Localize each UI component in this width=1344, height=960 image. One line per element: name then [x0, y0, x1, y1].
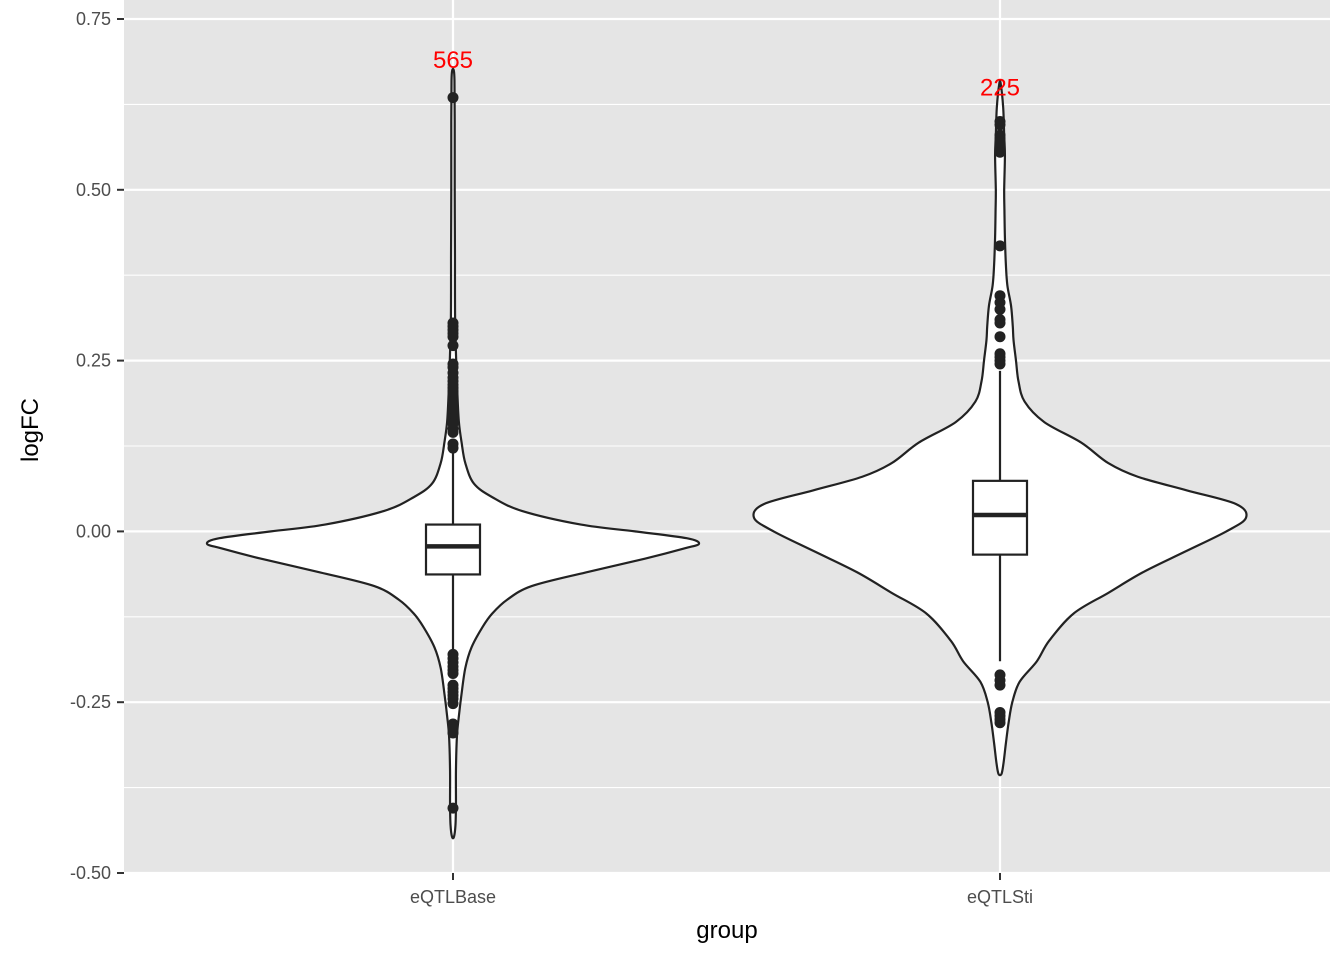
- outlier-point: [447, 340, 459, 352]
- y-axis-title: logFC: [17, 398, 44, 462]
- outlier-point: [994, 331, 1006, 343]
- outlier-point: [447, 698, 459, 710]
- count-label: 225: [980, 74, 1020, 101]
- outlier-point: [994, 679, 1006, 691]
- violin-layer: 565 225: [205, 47, 1248, 840]
- outlier-point: [447, 442, 459, 454]
- y-tick-label: 0.25: [76, 351, 111, 371]
- y-tick-label: -0.50: [70, 863, 111, 883]
- y-tick-label: 0.00: [76, 521, 111, 541]
- outlier-point: [994, 317, 1006, 329]
- outlier-point: [447, 727, 459, 739]
- axes: -0.50 -0.25 0.00 0.25 0.50 0.75 eQTLBase eQTLSt…: [70, 9, 1033, 907]
- outlier-point: [994, 240, 1006, 252]
- box: [971, 479, 1029, 556]
- outlier-point: [994, 358, 1006, 370]
- outlier-point: [994, 303, 1006, 315]
- outlier-point: [447, 668, 459, 680]
- violin-group-eQTLSti: 225: [752, 74, 1248, 777]
- y-tick-label: 0.50: [76, 180, 111, 200]
- outlier-point: [447, 426, 459, 438]
- count-label: 565: [433, 47, 473, 74]
- outlier-point: [994, 119, 1006, 131]
- outlier-point: [994, 717, 1006, 729]
- outlier-point: [447, 802, 459, 814]
- x-axis-title: group: [696, 917, 757, 944]
- violin-group-eQTLBase: 565: [205, 47, 701, 840]
- plot-panel: [124, 0, 1330, 873]
- x-tick-label: eQTLBase: [410, 887, 496, 907]
- x-tick-label: eQTLSti: [967, 887, 1033, 907]
- y-tick-label: -0.25: [70, 692, 111, 712]
- outlier-point: [447, 92, 459, 104]
- box: [424, 523, 482, 576]
- y-tick-label: 0.75: [76, 9, 111, 29]
- outlier-point: [994, 146, 1006, 158]
- outlier-point: [447, 331, 459, 343]
